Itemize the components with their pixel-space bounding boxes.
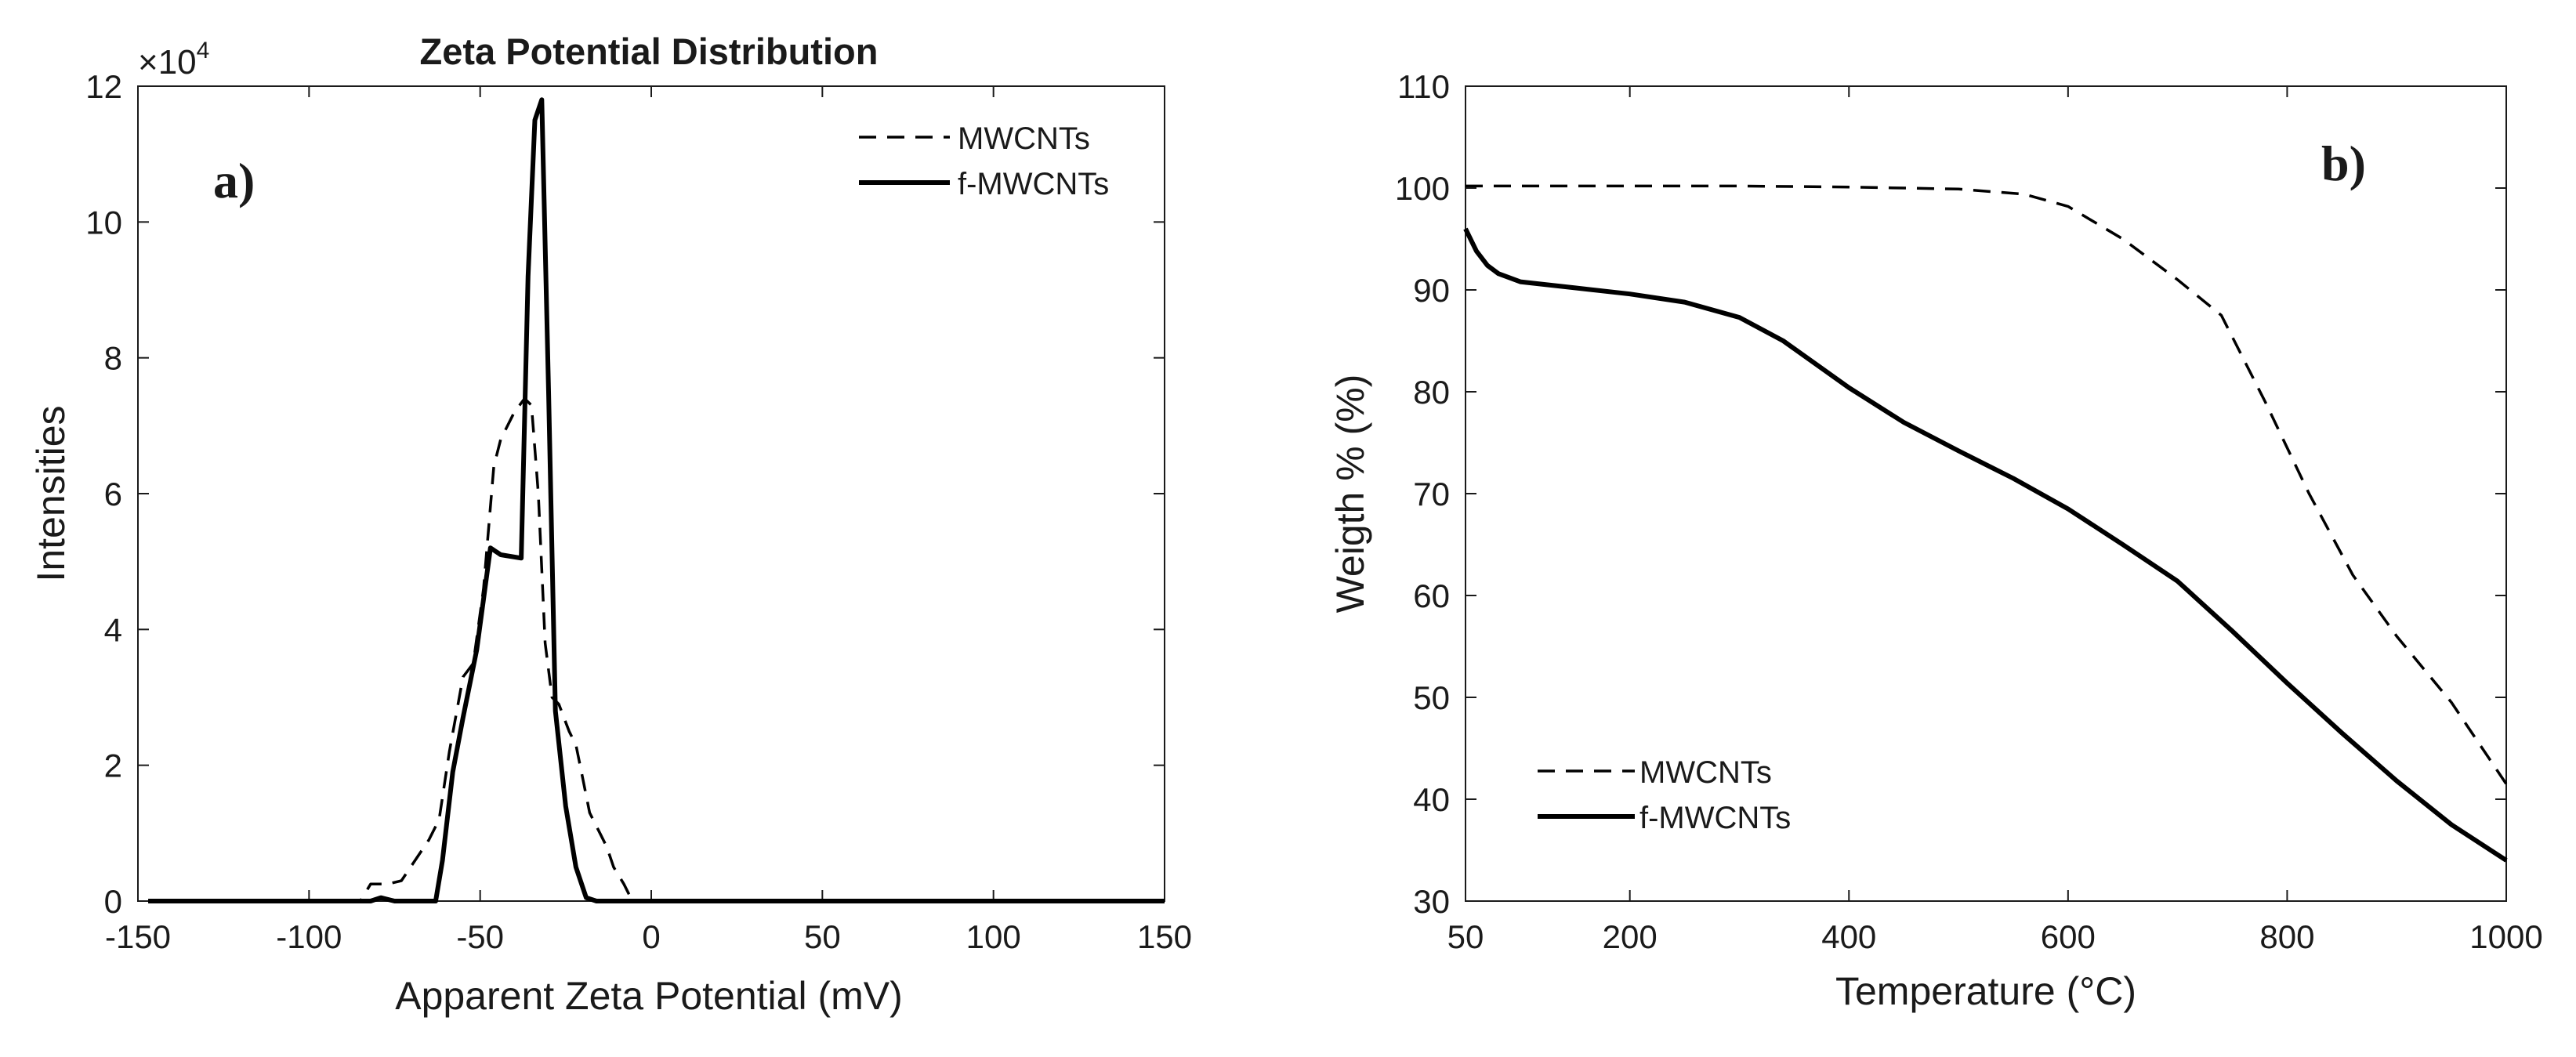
panel-a-legend-fmwcnts-label: f-MWCNTs (958, 167, 1109, 201)
panel-a-y-axis-label: Intensities (29, 405, 73, 581)
panel-b-y-axis-label: Weigth % (%) (1328, 375, 1372, 614)
panel-a-x-axis-label: Apparent Zeta Potential (mV) (395, 974, 903, 1018)
panel-b-legend: MWCNTs f-MWCNTs (1538, 755, 1791, 835)
panel-b-x-tick-label: 50 (1447, 918, 1484, 955)
panel-b-y-tick-label: 80 (1413, 374, 1450, 411)
panel-a-series-f-mwcnts-line (148, 97, 1165, 903)
panel-b-series-mwcnts-line (1466, 184, 2508, 785)
panel-a-y-multiplier: ×104 (138, 38, 209, 81)
panel-b-plot-area (1465, 85, 2507, 902)
panel-b-y-tick-label: 40 (1413, 781, 1450, 818)
panel-a-x-tick-label: 150 (1137, 918, 1192, 955)
panel-a-x-tick-label: -150 (105, 918, 171, 955)
panel-b-x-tick-label: 600 (2041, 918, 2096, 955)
panel-a-legend: MWCNTs f-MWCNTs (859, 121, 1109, 201)
panel-a-x-tick-label: 100 (966, 918, 1021, 955)
panel-a-x-tick-label: 50 (804, 918, 841, 955)
panel-a-x-tick-label: -50 (456, 918, 504, 955)
panel-a-ticks: -150 -100 -50 0 50 100 150 0 2 4 6 8 10 12 (85, 68, 1192, 955)
panel-a-series (148, 97, 1165, 903)
panel-a-x-tick-label: -100 (276, 918, 342, 955)
panel-b-y-tick-label: 30 (1413, 883, 1450, 920)
panel-b-y-tick-label: 100 (1395, 170, 1450, 207)
panel-b-y-tick-label: 90 (1413, 272, 1450, 309)
panel-a-y-tick-label: 4 (104, 611, 122, 648)
panel-b-y-tick-label: 50 (1413, 679, 1450, 716)
panel-b-legend-fmwcnts-label: f-MWCNTs (1639, 801, 1791, 835)
panel-b-x-tick-label: 200 (1603, 918, 1658, 955)
panel-b-series-f-mwcnts-line (1463, 227, 2508, 863)
panel-a-y-tick-label: 12 (85, 68, 122, 105)
panel-a-title: Zeta Potential Distribution (420, 31, 879, 72)
panel-a-x-tick-label: 0 (642, 918, 660, 955)
panel-b-series (1463, 184, 2508, 863)
panel-a-y-tick-label: 0 (104, 883, 122, 920)
panel-a-plot-area (137, 85, 1165, 902)
panel-a-y-tick-label: 8 (104, 340, 122, 377)
panel-a-zeta-chart: Zeta Potential Distribution ×104 a) Appa… (29, 31, 1192, 1018)
panel-b-x-tick-label: 800 (2259, 918, 2314, 955)
panel-a-label: a) (213, 153, 255, 208)
panel-b-y-tick-label: 110 (1397, 68, 1450, 105)
panel-b-tga-chart: b) Temperature (°C) Weigth % (%) 50 200 40… (1328, 68, 2543, 1013)
panel-b-y-tick-label: 60 (1413, 577, 1450, 614)
panel-b-x-axis-label: Temperature (°C) (1835, 969, 2136, 1013)
panel-b-label: b) (2321, 136, 2366, 191)
panel-a-y-tick-label: 2 (104, 748, 122, 784)
panel-b-y-tick-label: 70 (1413, 476, 1450, 512)
panel-a-y-tick-label: 10 (85, 204, 122, 241)
panel-b-x-tick-label: 400 (1821, 918, 1876, 955)
panel-b-legend-mwcnts-label: MWCNTs (1639, 755, 1772, 790)
panel-b-x-tick-label: 1000 (2469, 918, 2542, 955)
panel-a-legend-mwcnts-label: MWCNTs (958, 121, 1090, 156)
panel-a-y-tick-label: 6 (104, 476, 122, 512)
panel-b-ticks: 50 200 400 600 800 1000 30 40 50 60 70 80 90 100 110 (1395, 68, 2543, 955)
